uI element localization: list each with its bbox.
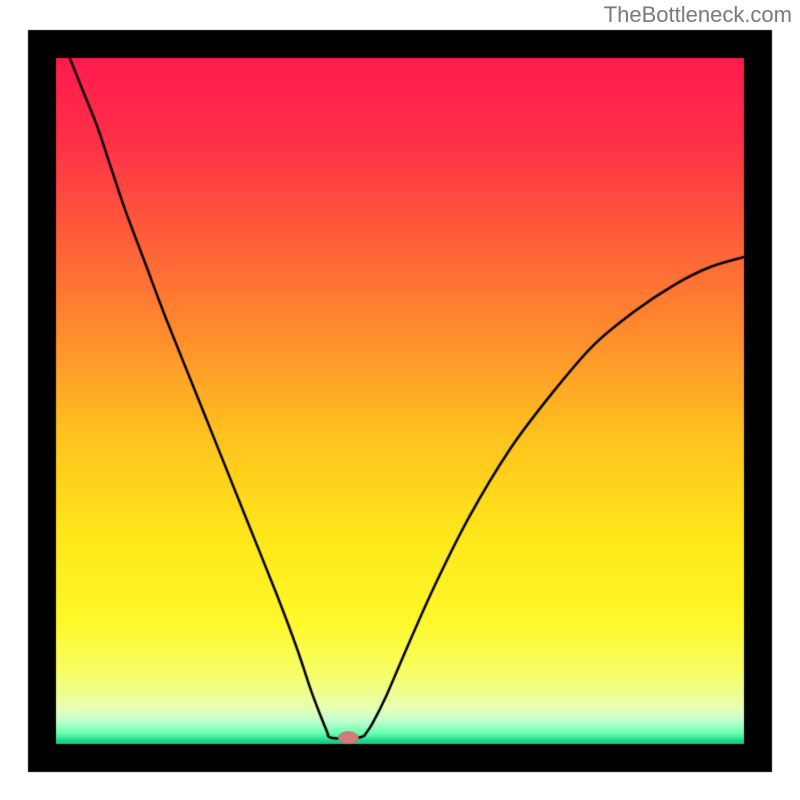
bottleneck-curve-canvas: [0, 0, 800, 800]
chart-container: TheBottleneck.com: [0, 0, 800, 800]
